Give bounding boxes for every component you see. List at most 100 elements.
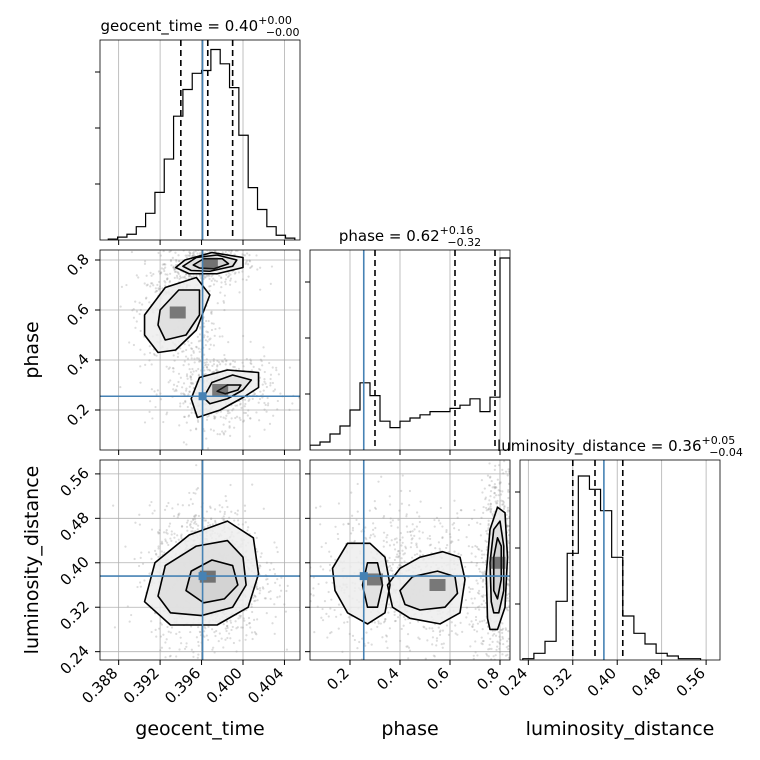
sample-point bbox=[150, 501, 152, 503]
sample-point bbox=[133, 308, 135, 310]
x-tick-label: 0.4 bbox=[373, 664, 403, 694]
sample-point bbox=[288, 409, 290, 411]
sample-point bbox=[190, 354, 192, 356]
sample-point bbox=[481, 491, 483, 493]
title-lower-error: −0.32 bbox=[447, 236, 481, 249]
sample-point bbox=[191, 373, 193, 375]
sample-point bbox=[385, 536, 387, 538]
sample-point bbox=[213, 283, 215, 285]
sample-point bbox=[173, 533, 175, 535]
sample-point bbox=[213, 245, 215, 247]
sample-point bbox=[164, 267, 166, 269]
sample-point bbox=[210, 428, 212, 430]
sample-point bbox=[271, 622, 273, 624]
sample-point bbox=[460, 692, 462, 694]
sample-point bbox=[505, 655, 507, 657]
sample-point bbox=[241, 248, 243, 250]
sample-point bbox=[390, 567, 392, 569]
sample-point bbox=[224, 294, 226, 296]
sample-point bbox=[441, 643, 443, 645]
sample-point bbox=[229, 284, 231, 286]
sample-point bbox=[391, 539, 393, 541]
density-panel-geocent_time-phase bbox=[100, 229, 300, 450]
sample-point bbox=[191, 412, 193, 414]
sample-point bbox=[270, 562, 272, 564]
sample-point bbox=[186, 526, 188, 528]
sample-point bbox=[494, 736, 496, 738]
sample-point bbox=[130, 614, 132, 616]
sample-point bbox=[511, 589, 513, 591]
sample-point bbox=[157, 389, 159, 391]
sample-point bbox=[229, 363, 231, 365]
sample-point bbox=[187, 393, 189, 395]
sample-point bbox=[211, 365, 213, 367]
sample-point bbox=[246, 529, 248, 531]
sample-point bbox=[505, 471, 507, 473]
sample-point bbox=[205, 437, 207, 439]
sample-point bbox=[464, 662, 466, 664]
x-tick-label: 0.32 bbox=[539, 664, 575, 700]
sample-point bbox=[134, 522, 136, 524]
sample-point bbox=[148, 301, 150, 303]
sample-point bbox=[469, 591, 471, 593]
sample-point bbox=[252, 597, 254, 599]
sample-point bbox=[501, 636, 503, 638]
sample-point bbox=[443, 642, 445, 644]
sample-point bbox=[120, 306, 122, 308]
sample-point bbox=[230, 240, 232, 242]
sample-point bbox=[448, 634, 450, 636]
sample-point bbox=[206, 634, 208, 636]
sample-point bbox=[259, 592, 261, 594]
sample-point bbox=[397, 616, 399, 618]
sample-point bbox=[440, 507, 442, 509]
sample-point bbox=[182, 247, 184, 249]
sample-point bbox=[187, 519, 189, 521]
sample-point bbox=[475, 616, 477, 618]
sample-point bbox=[273, 568, 275, 570]
sample-point bbox=[176, 385, 178, 387]
sample-point bbox=[206, 419, 208, 421]
density-core bbox=[202, 258, 218, 270]
sample-point bbox=[493, 660, 495, 662]
sample-point bbox=[338, 604, 340, 606]
sample-point bbox=[489, 638, 491, 640]
sample-point bbox=[406, 525, 408, 527]
sample-point bbox=[198, 340, 200, 342]
sample-point bbox=[253, 619, 255, 621]
sample-point bbox=[343, 621, 345, 623]
sample-point bbox=[257, 588, 259, 590]
sample-point bbox=[178, 539, 180, 541]
sample-point bbox=[217, 302, 219, 304]
sample-point bbox=[161, 267, 163, 269]
sample-point bbox=[402, 542, 404, 544]
sample-point bbox=[191, 407, 193, 409]
sample-point bbox=[375, 508, 377, 510]
sample-point bbox=[211, 661, 213, 663]
sample-point bbox=[186, 254, 188, 256]
sample-point bbox=[388, 603, 390, 605]
sample-point bbox=[241, 253, 243, 255]
sample-point bbox=[248, 398, 250, 400]
sample-point bbox=[457, 539, 459, 541]
sample-point bbox=[238, 615, 240, 617]
sample-point bbox=[251, 631, 253, 633]
sample-point bbox=[358, 641, 360, 643]
sample-point bbox=[494, 483, 496, 485]
sample-point bbox=[193, 358, 195, 360]
sample-point bbox=[474, 597, 476, 599]
sample-point bbox=[499, 667, 501, 669]
sample-point bbox=[457, 553, 459, 555]
sample-point bbox=[221, 506, 223, 508]
density-core bbox=[367, 573, 383, 585]
y-tick-label: 0.56 bbox=[56, 464, 92, 500]
sample-point bbox=[475, 564, 477, 566]
sample-point bbox=[436, 517, 438, 519]
sample-point bbox=[303, 643, 305, 645]
sample-point bbox=[159, 392, 161, 394]
sample-point bbox=[190, 521, 192, 523]
sample-point bbox=[170, 264, 172, 266]
sample-point bbox=[171, 626, 173, 628]
sample-point bbox=[488, 655, 490, 657]
sample-point bbox=[491, 480, 493, 482]
sample-point bbox=[150, 282, 152, 284]
